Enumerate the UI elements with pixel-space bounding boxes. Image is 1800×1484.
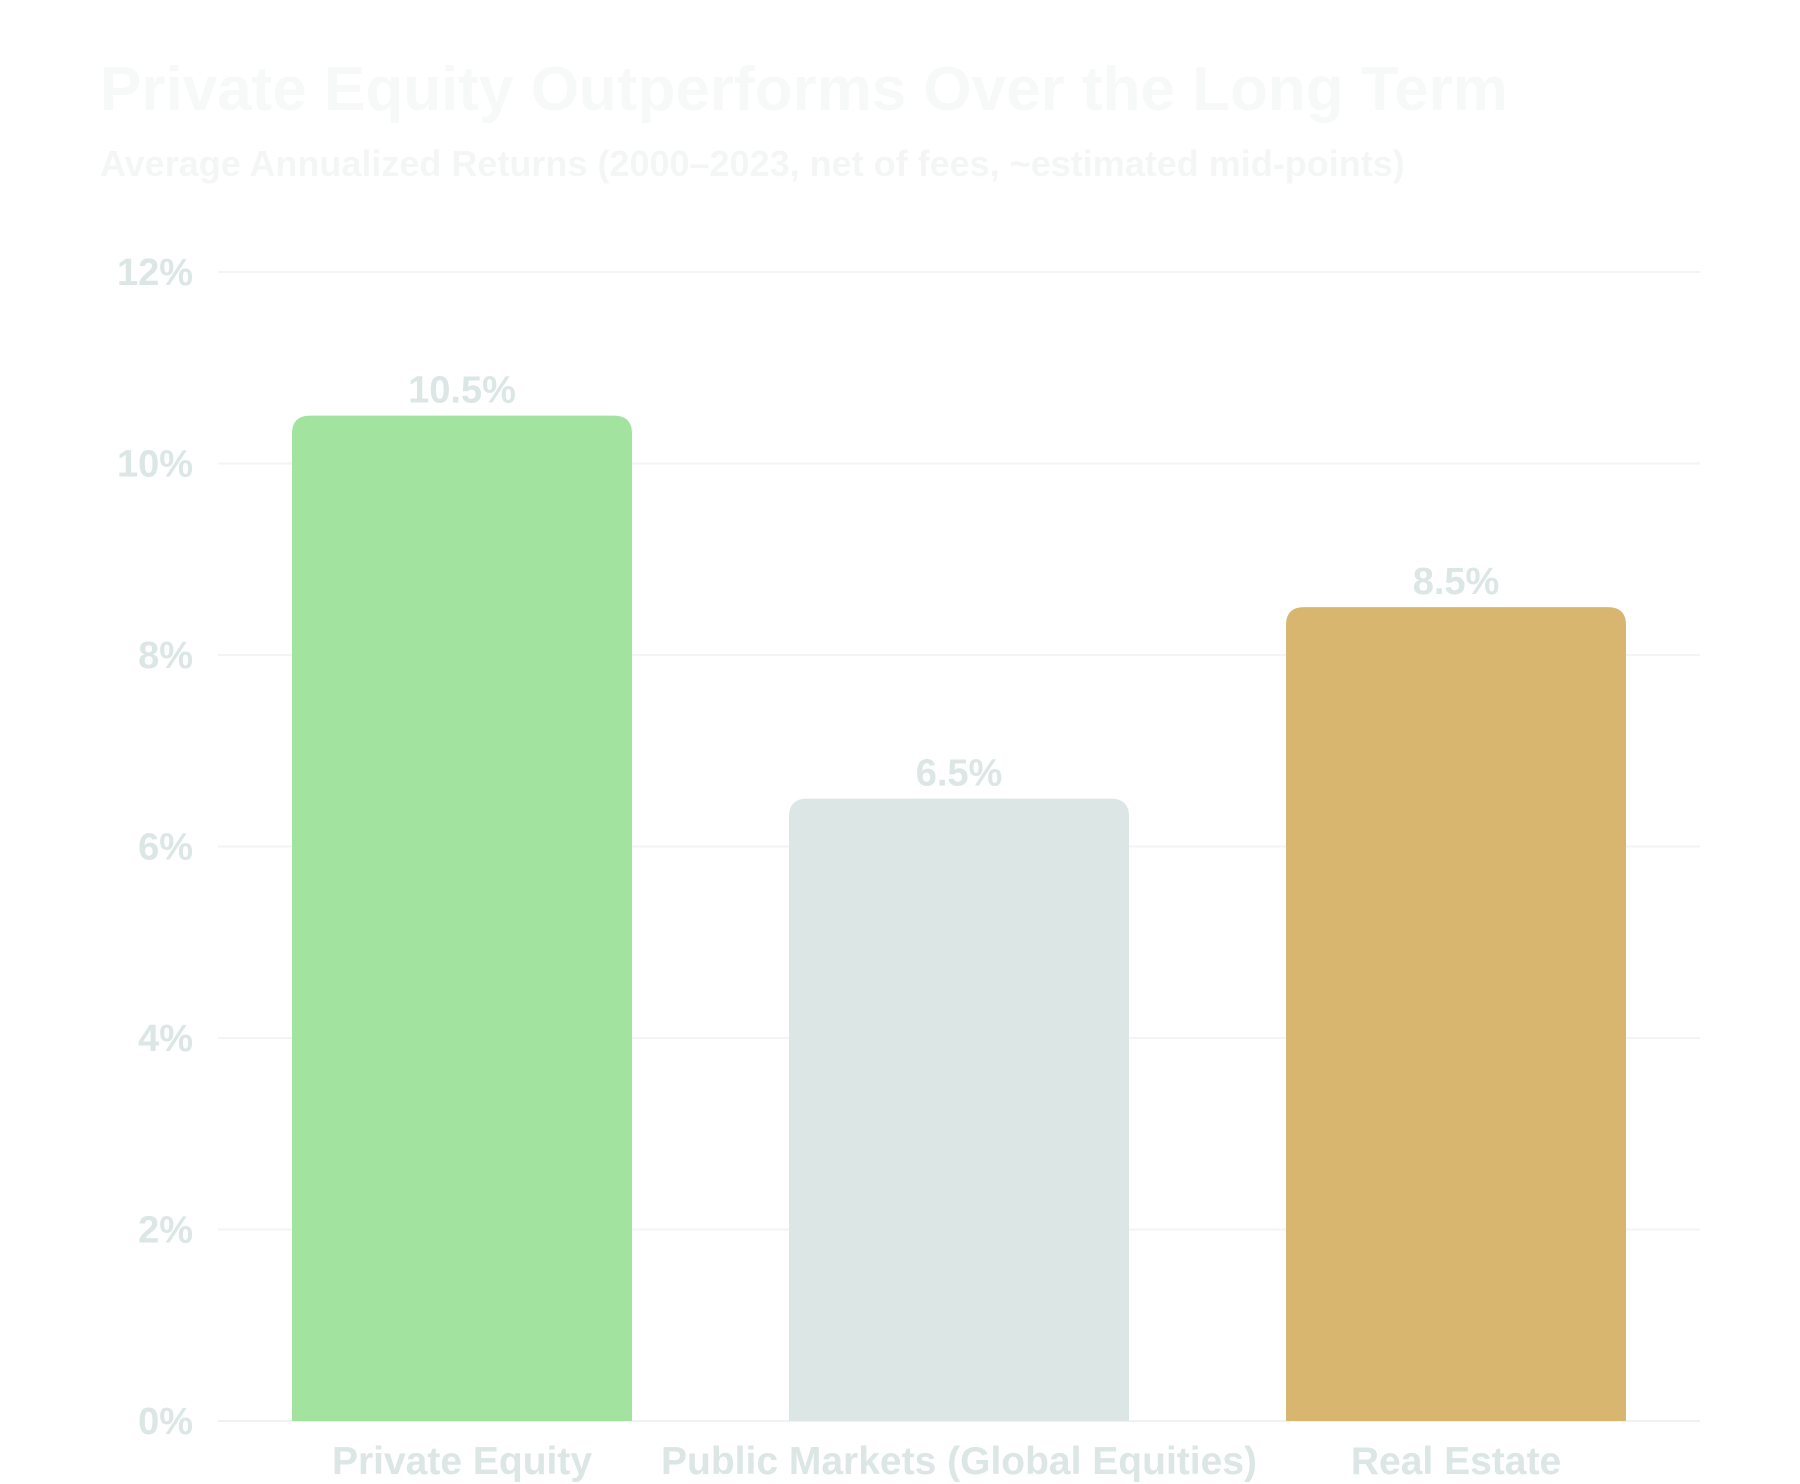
y-tick-label: 12% [117, 252, 193, 294]
y-tick-label: 4% [138, 1018, 193, 1060]
y-tick-label: 2% [138, 1210, 193, 1252]
data-label: 10.5% [408, 370, 516, 412]
x-axis-ticks: Private Equity Public Markets (Global Equ… [332, 1440, 1561, 1483]
x-tick-label: Private Equity [332, 1440, 592, 1483]
bars [292, 415, 1626, 1421]
bar-real-estate [1286, 607, 1626, 1421]
y-tick-label: 10% [117, 444, 193, 486]
y-tick-label: 0% [138, 1401, 193, 1443]
data-labels: 10.5% 6.5% 8.5% [408, 370, 1499, 795]
chart-title: Private Equity Outperforms Over the Long… [100, 55, 1508, 124]
y-tick-label: 6% [138, 827, 193, 869]
x-tick-label: Public Markets (Global Equities) [661, 1440, 1257, 1483]
y-tick-label: 8% [138, 635, 193, 677]
bar-private-equity [292, 415, 632, 1421]
data-label: 6.5% [916, 753, 1003, 795]
data-label: 8.5% [1413, 561, 1500, 603]
chart-subtitle: Average Annualized Returns (2000–2023, n… [100, 143, 1405, 184]
x-tick-label: Real Estate [1351, 1440, 1561, 1483]
bar-public-markets-global-equities [789, 798, 1129, 1421]
y-axis-ticks: 0% 2% 4% 6% 8% 10% 12% [117, 252, 193, 1443]
